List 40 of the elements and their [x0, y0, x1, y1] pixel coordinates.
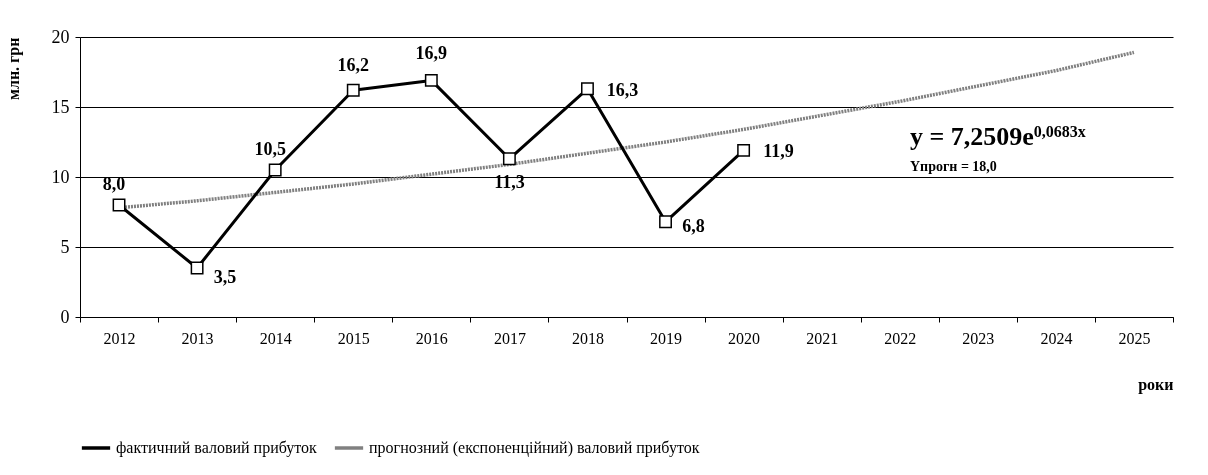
legend-label: фактичний валовий прибуток [116, 439, 318, 457]
point [190, 261, 204, 275]
point [346, 83, 360, 97]
x-tick-label: 2020 [728, 329, 761, 347]
x-tick-label: 2024 [1040, 329, 1073, 347]
data-label: 3,5 [213, 267, 237, 287]
x-tick-label: 2013 [181, 329, 214, 347]
x-tick-label: 2025 [1118, 329, 1151, 347]
y-axis-title: млн. грн [4, 37, 23, 100]
x-axis-title: роки [1138, 375, 1174, 394]
x-tick-label: 2019 [650, 329, 683, 347]
data-label: 10,5 [254, 139, 286, 159]
annotation: y = 7,2509e$^{0,0683x}$ [910, 122, 1086, 151]
x-tick-label: 2022 [884, 329, 917, 347]
x-tick-label: 2018 [571, 329, 604, 347]
x-tick-label: 2017 [493, 329, 526, 347]
y-tick-label: 20 [51, 26, 70, 47]
data-label: 6,8 [682, 215, 705, 236]
y-tick-label: 10 [51, 166, 70, 187]
y-tick-label: 5 [60, 236, 70, 257]
annotation: Yпрогн = 18,0 [910, 159, 997, 174]
data-label: 16,3 [606, 79, 639, 100]
y-tick-label: 15 [51, 96, 70, 117]
point [737, 143, 751, 157]
x-tick-label: 2021 [806, 329, 839, 347]
x-tick-label: 2012 [103, 329, 136, 347]
x-tick-label: 2014 [259, 329, 292, 347]
data-label: 16,2 [337, 55, 369, 76]
point [502, 152, 516, 166]
data-label: 11,9 [763, 141, 794, 162]
point [424, 73, 438, 87]
legend-label: прогнозний (експоненційний) валовий прибуток [369, 439, 700, 457]
x-tick-label: 2016 [415, 329, 448, 347]
point [659, 215, 672, 229]
y-tick-label: 0 [60, 306, 70, 327]
data-label: 16,9 [415, 43, 448, 64]
x-tick-label: 2015 [337, 329, 370, 347]
point [581, 82, 594, 96]
point [268, 163, 282, 177]
x-tick-label: 2023 [962, 329, 995, 347]
